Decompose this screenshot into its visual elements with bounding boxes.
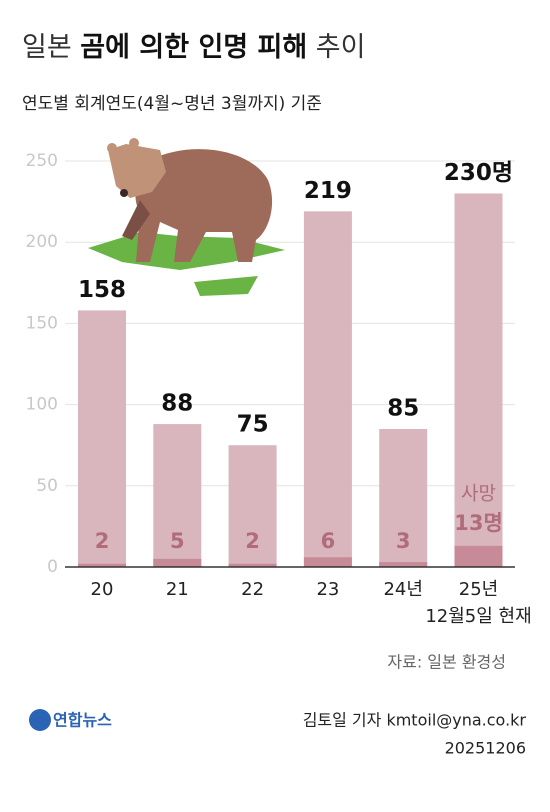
value-label: 219 [304,178,352,204]
y-tick-label: 50 [36,476,58,496]
death-label: 2 [245,529,260,553]
x-tick-label: 25년 [459,579,498,600]
bar [153,424,202,567]
death-label: 5 [170,529,185,553]
bear-illustration [88,138,285,296]
y-tick-label: 250 [26,151,58,171]
bar [379,428,428,567]
x-tick-label: 22 [241,579,264,600]
x-tick-note: 12월5일 현재 [425,606,531,627]
logo-text: 연합뉴스 [53,711,112,730]
value-label: 85 [387,395,419,421]
x-tick-label: 21 [166,579,189,600]
death-bar [303,557,352,567]
value-label: 88 [161,391,193,417]
credit: 김토일 기자 kmtoil@yna.co.kr [303,711,527,730]
title-tail: 추이 [316,32,366,63]
source: 자료: 일본 환경성 [387,653,506,672]
title-lead: 일본 [22,32,72,63]
title-main: 곰에 의한 인명 피해 [80,32,307,63]
death-bar [454,545,503,567]
bar [228,445,277,567]
value-label: 75 [237,412,269,438]
death-label: 13명 [454,511,503,535]
death-label: 2 [95,529,110,553]
bar [78,310,126,567]
y-tick-label: 150 [26,313,58,333]
logo: 연합뉴스 [29,709,112,731]
y-tick-label: 100 [26,395,58,415]
value-label: 158 [78,277,126,303]
marks: 158220885217522221962385324년230명13명사망25년… [78,160,532,627]
value-label: 230명 [444,160,513,186]
death-series-name: 사망 [461,483,496,505]
death-bar [228,563,277,567]
death-label: 6 [321,529,336,553]
death-bar [78,563,126,567]
bar [303,211,352,567]
chart-subtitle: 연도별 회계연도(4월~명년 3월까지) 기준 [22,94,322,114]
death-bar [153,558,202,567]
bar [454,193,503,568]
death-label: 3 [396,529,411,553]
x-tick-label: 24년 [383,579,422,600]
y-tick-label: 0 [47,557,58,577]
x-tick-label: 20 [91,579,114,600]
y-tick-label: 200 [26,232,58,252]
chart-title: 일본 곰에 의한 인명 피해 추이 [22,32,365,63]
death-bar [379,562,428,567]
date: 20251206 [445,739,526,758]
x-tick-label: 23 [316,579,339,600]
